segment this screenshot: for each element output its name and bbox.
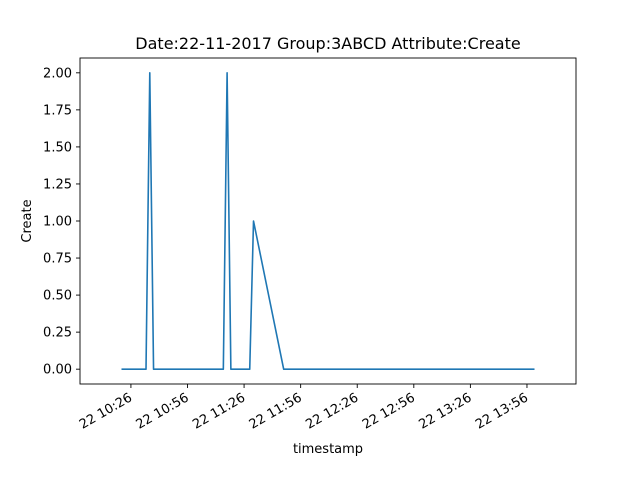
y-tick-label: 0.75 (43, 252, 72, 267)
y-tick-label: 0.50 (43, 289, 72, 304)
x-tick-label: 22 12:26 (303, 390, 361, 432)
plot-area (79, 57, 577, 385)
y-axis-label: Create (20, 199, 35, 242)
y-axis: 0.00 0.25 0.50 0.75 1.00 1.25 1.50 1.75 2.00 (43, 66, 80, 378)
y-tick-label: 2.00 (43, 66, 72, 81)
y-tick-label: 0.25 (43, 326, 72, 341)
chart-title: Date:22-11-2017 Group:3ABCD Attribute:Cr… (135, 34, 520, 53)
x-axis-label: timestamp (293, 442, 363, 457)
y-tick-label: 0.00 (43, 363, 72, 378)
x-tick-label: 22 11:26 (190, 390, 248, 432)
x-tick-label: 22 10:56 (134, 390, 192, 432)
x-tick-label: 22 13:26 (417, 390, 475, 432)
x-tick-label: 22 10:26 (77, 390, 135, 432)
x-tick-label: 22 11:56 (247, 390, 305, 432)
y-tick-label: 1.25 (43, 177, 72, 192)
y-tick-label: 1.50 (43, 140, 72, 155)
x-tick-label: 22 12:56 (360, 390, 418, 432)
series-line-0 (121, 72, 535, 370)
y-tick-label: 1.75 (43, 103, 72, 118)
x-tick-label: 22 13:56 (473, 390, 531, 432)
axes-frame (79, 57, 577, 385)
y-tick-label: 1.00 (43, 215, 72, 230)
